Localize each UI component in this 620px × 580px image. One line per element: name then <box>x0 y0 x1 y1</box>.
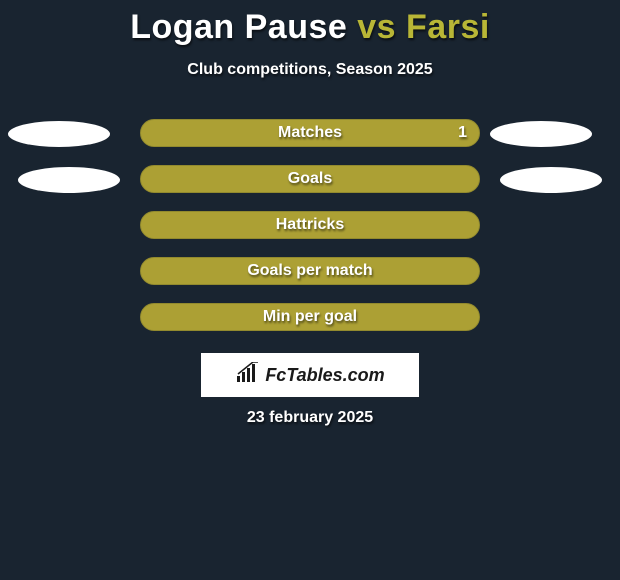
date-label: 23 february 2025 <box>0 409 620 427</box>
stat-row-min-per-goal: Min per goal <box>0 303 620 333</box>
stat-row-matches: Matches 1 <box>0 119 620 149</box>
stat-row-goals: Goals <box>0 165 620 195</box>
left-ellipse <box>18 167 120 193</box>
right-ellipse <box>500 167 602 193</box>
stat-rows: Matches 1 Goals Hattricks Goals per matc… <box>0 119 620 333</box>
stat-label: Goals per match <box>247 262 372 280</box>
page-title: Logan Pause vs Farsi <box>0 0 620 47</box>
logo-text: FcTables.com <box>265 365 384 386</box>
subtitle: Club competitions, Season 2025 <box>0 61 620 79</box>
stat-label: Min per goal <box>263 308 357 326</box>
stat-pill: Goals per match <box>140 257 480 285</box>
right-ellipse <box>490 121 592 147</box>
vs-text: vs <box>357 8 396 46</box>
left-ellipse <box>8 121 110 147</box>
stat-label: Matches <box>278 124 342 142</box>
player1-name: Logan Pause <box>130 8 347 46</box>
stat-row-goals-per-match: Goals per match <box>0 257 620 287</box>
stat-label: Goals <box>288 170 332 188</box>
bars-chart-icon <box>235 362 261 389</box>
stat-pill: Goals <box>140 165 480 193</box>
logo: FcTables.com <box>235 362 384 389</box>
stat-pill: Matches 1 <box>140 119 480 147</box>
stat-value-right: 1 <box>458 124 467 142</box>
stat-pill: Min per goal <box>140 303 480 331</box>
stat-row-hattricks: Hattricks <box>0 211 620 241</box>
player2-name: Farsi <box>406 8 490 46</box>
stat-label: Hattricks <box>276 216 344 234</box>
logo-box: FcTables.com <box>201 353 419 397</box>
stat-pill: Hattricks <box>140 211 480 239</box>
